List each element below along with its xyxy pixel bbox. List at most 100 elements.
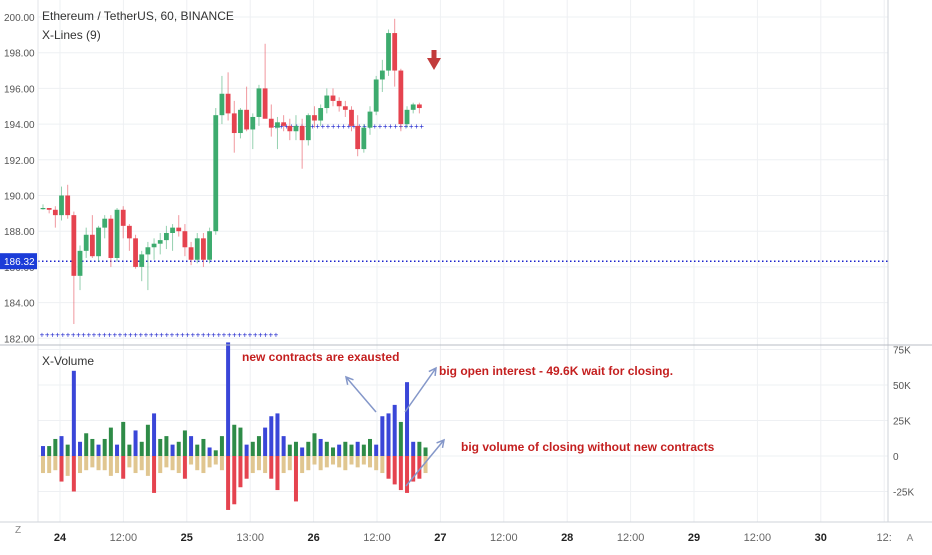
volume-bar-close[interactable] bbox=[71, 456, 76, 492]
volume-bar-close[interactable] bbox=[405, 456, 410, 493]
volume-bar-open[interactable] bbox=[170, 444, 175, 456]
candle-body[interactable] bbox=[219, 93, 225, 116]
volume-bar-open[interactable] bbox=[269, 416, 274, 456]
volume-bar-open[interactable] bbox=[380, 416, 385, 456]
volume-bar-open[interactable] bbox=[182, 430, 187, 456]
volume-bar-open[interactable] bbox=[226, 342, 231, 456]
volume-bar-close[interactable] bbox=[207, 456, 212, 468]
volume-bar-open[interactable] bbox=[207, 447, 212, 456]
volume-bar-open[interactable] bbox=[417, 441, 422, 456]
volume-bar-close[interactable] bbox=[250, 456, 255, 474]
candle-body[interactable] bbox=[201, 238, 206, 260]
volume-bar-open[interactable] bbox=[47, 446, 52, 456]
volume-bar-open[interactable] bbox=[312, 433, 317, 456]
volume-bar-open[interactable] bbox=[349, 444, 354, 456]
volume-bar-open[interactable] bbox=[71, 370, 76, 456]
volume-bar-close[interactable] bbox=[306, 456, 311, 471]
volume-bar-open[interactable] bbox=[232, 424, 237, 456]
volume-bar-close[interactable] bbox=[324, 456, 329, 468]
volume-bar-open[interactable] bbox=[152, 413, 157, 456]
volume-bar-close[interactable] bbox=[238, 456, 243, 488]
candle-body[interactable] bbox=[59, 195, 64, 216]
candle-body[interactable] bbox=[379, 70, 385, 80]
volume-bar-open[interactable] bbox=[318, 438, 323, 456]
candle-body[interactable] bbox=[126, 225, 132, 239]
price-pane[interactable]: + + + + + + + + + + + + + + + + + + + + + + + + + + + + + + + + + + + + + + + +… bbox=[38, 18, 888, 340]
volume-bar-close[interactable] bbox=[355, 456, 360, 468]
volume-bar-open[interactable] bbox=[411, 441, 416, 456]
candle-body[interactable] bbox=[305, 115, 311, 141]
volume-bar-close[interactable] bbox=[312, 456, 317, 465]
volume-bar-close[interactable] bbox=[182, 456, 187, 479]
candle-body[interactable] bbox=[71, 215, 77, 276]
volume-bar-close[interactable] bbox=[330, 456, 335, 465]
volume-bar-close[interactable] bbox=[78, 456, 83, 474]
candle-body[interactable] bbox=[145, 247, 151, 255]
candle-body[interactable] bbox=[120, 209, 126, 226]
candle-body[interactable] bbox=[404, 109, 410, 125]
volume-bar-open[interactable] bbox=[201, 438, 206, 456]
volume-bar-open[interactable] bbox=[189, 436, 194, 456]
volume-bar-open[interactable] bbox=[65, 444, 70, 456]
volume-bar-open[interactable] bbox=[250, 441, 255, 456]
zoom-icon[interactable]: Z bbox=[15, 525, 21, 536]
candle-body[interactable] bbox=[238, 109, 243, 134]
volume-bar-close[interactable] bbox=[219, 456, 224, 471]
volume-bar-open[interactable] bbox=[300, 447, 305, 456]
volume-bar-open[interactable] bbox=[139, 441, 144, 456]
candle-body[interactable] bbox=[250, 116, 256, 130]
xvolume-indicator-label[interactable]: X-Volume bbox=[42, 354, 95, 368]
candle-body[interactable] bbox=[342, 106, 348, 110]
candle-body[interactable] bbox=[83, 234, 89, 251]
volume-bar-open[interactable] bbox=[244, 444, 249, 456]
candle-body[interactable] bbox=[256, 88, 262, 117]
volume-bar-close[interactable] bbox=[145, 456, 150, 476]
candle-body[interactable] bbox=[89, 234, 95, 257]
volume-bar-close[interactable] bbox=[47, 456, 52, 474]
volume-bar-close[interactable] bbox=[287, 456, 292, 471]
candle-body[interactable] bbox=[312, 115, 317, 121]
candle-body[interactable] bbox=[151, 243, 157, 248]
candle-body[interactable] bbox=[207, 231, 212, 260]
volume-bar-close[interactable] bbox=[102, 456, 107, 471]
candle-body[interactable] bbox=[367, 111, 373, 128]
candle-body[interactable] bbox=[373, 79, 379, 112]
volume-bar-open[interactable] bbox=[176, 441, 181, 456]
volume-bar-open[interactable] bbox=[158, 438, 163, 456]
volume-bar-open[interactable] bbox=[96, 444, 101, 456]
candle-body[interactable] bbox=[268, 118, 274, 128]
candle-body[interactable] bbox=[244, 109, 250, 130]
candle-body[interactable] bbox=[386, 33, 391, 71]
candle-body[interactable] bbox=[293, 125, 299, 132]
candle-body[interactable] bbox=[40, 207, 46, 210]
volume-bar-open[interactable] bbox=[41, 446, 45, 456]
volume-bar-open[interactable] bbox=[90, 438, 95, 456]
volume-bar-close[interactable] bbox=[337, 456, 342, 468]
volume-bar-close[interactable] bbox=[263, 456, 268, 474]
volume-bar-open[interactable] bbox=[368, 438, 373, 456]
candle-body[interactable] bbox=[287, 125, 293, 132]
volume-bar-open[interactable] bbox=[398, 421, 403, 456]
volume-pane[interactable] bbox=[41, 342, 428, 510]
volume-bar-open[interactable] bbox=[281, 436, 286, 456]
volume-bar-close[interactable] bbox=[201, 456, 206, 474]
candle-body[interactable] bbox=[188, 247, 194, 260]
volume-bar-close[interactable] bbox=[318, 456, 323, 471]
volume-bar-open[interactable] bbox=[423, 447, 428, 456]
candle-body[interactable] bbox=[194, 238, 200, 260]
candle-body[interactable] bbox=[225, 93, 231, 114]
candle-body[interactable] bbox=[108, 218, 114, 258]
volume-bar-close[interactable] bbox=[392, 456, 397, 485]
candle-body[interactable] bbox=[46, 207, 52, 210]
volume-bar-open[interactable] bbox=[337, 444, 342, 456]
candle-body[interactable] bbox=[416, 104, 422, 109]
volume-bar-open[interactable] bbox=[392, 404, 397, 456]
volume-bar-close[interactable] bbox=[343, 456, 348, 471]
volume-bar-close[interactable] bbox=[53, 456, 58, 471]
volume-bar-open[interactable] bbox=[374, 444, 379, 456]
volume-bar-close[interactable] bbox=[423, 456, 428, 474]
candle-body[interactable] bbox=[299, 125, 305, 141]
volume-bar-close[interactable] bbox=[411, 456, 416, 482]
candle-body[interactable] bbox=[170, 227, 175, 233]
volume-bar-close[interactable] bbox=[275, 456, 280, 491]
